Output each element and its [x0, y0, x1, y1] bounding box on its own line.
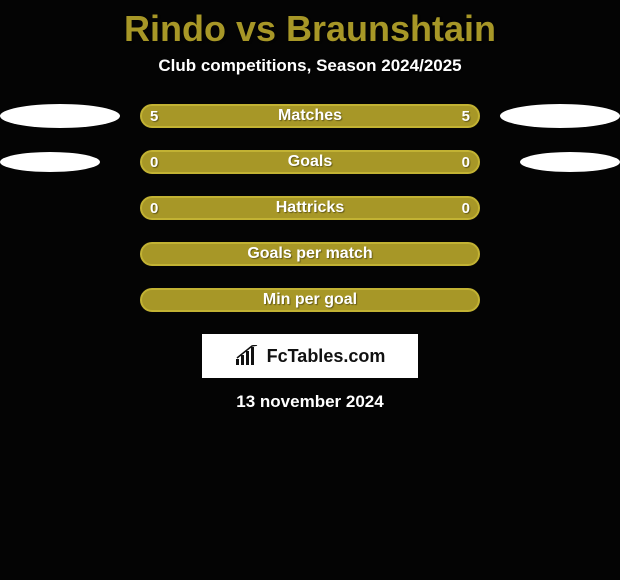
left-ellipse	[0, 152, 100, 172]
source-logo-text: FcTables.com	[267, 346, 386, 367]
subtitle: Club competitions, Season 2024/2025	[0, 56, 620, 76]
stat-bar: Matches	[140, 104, 480, 128]
date-text: 13 november 2024	[0, 392, 620, 412]
stat-bar: Min per goal	[140, 288, 480, 312]
right-value: 0	[462, 150, 470, 174]
stat-label: Min per goal	[263, 291, 357, 309]
stat-label: Goals per match	[247, 245, 372, 263]
stat-label: Hattricks	[276, 199, 344, 217]
stat-bar: Goals per match	[140, 242, 480, 266]
stat-label: Matches	[278, 107, 342, 125]
left-value: 0	[150, 150, 158, 174]
right-value: 5	[462, 104, 470, 128]
stat-row: Hattricks 0 0	[0, 196, 620, 220]
stat-row: Goals per match	[0, 242, 620, 266]
stat-bar: Hattricks	[140, 196, 480, 220]
right-value: 0	[462, 196, 470, 220]
left-value: 0	[150, 196, 158, 220]
source-logo: FcTables.com	[202, 334, 418, 378]
stat-row: Matches 5 5	[0, 104, 620, 128]
stat-row: Goals 0 0	[0, 150, 620, 174]
right-ellipse	[500, 104, 620, 128]
chart-icon	[235, 345, 261, 367]
right-ellipse	[520, 152, 620, 172]
stat-row: Min per goal	[0, 288, 620, 312]
stat-label: Goals	[288, 153, 332, 171]
left-ellipse	[0, 104, 120, 128]
left-value: 5	[150, 104, 158, 128]
page-title: Rindo vs Braunshtain	[0, 0, 620, 56]
stat-rows: Matches 5 5 Goals 0 0 Hattricks 0 0 Goals per mat…	[0, 104, 620, 312]
comparison-infographic: Rindo vs Braunshtain Club competitions, …	[0, 0, 620, 580]
stat-bar: Goals	[140, 150, 480, 174]
